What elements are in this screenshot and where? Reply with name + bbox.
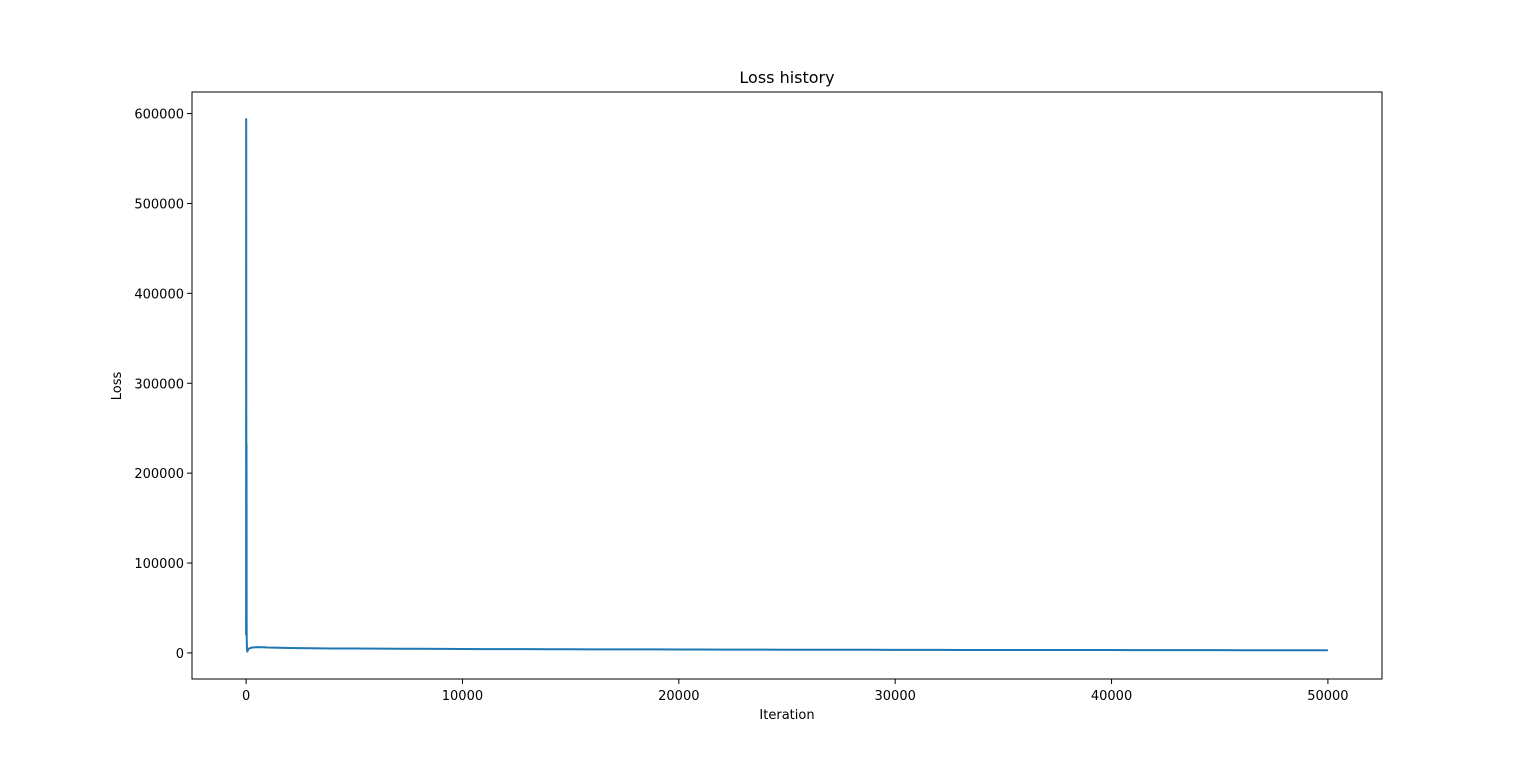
x-tick-label: 30000 (875, 689, 916, 704)
x-tick-label: 0 (242, 689, 250, 704)
y-tick-label: 500000 (134, 197, 184, 212)
series-layer (245, 117, 1328, 653)
y-tick-label: 600000 (134, 108, 184, 123)
y-tick-label: 200000 (134, 467, 184, 482)
x-tick-label: 50000 (1307, 689, 1348, 704)
loss-series-line (245, 117, 1328, 653)
y-tick-label: 100000 (134, 557, 184, 572)
y-axis-label: Loss (110, 372, 125, 401)
y-tick-label: 0 (176, 647, 184, 662)
x-tick-label: 40000 (1091, 689, 1132, 704)
x-axis-ticks: 0 10000 20000 30000 40000 50000 (242, 679, 1349, 704)
y-tick-label: 400000 (134, 287, 184, 302)
chart-title: Loss history (739, 68, 834, 87)
y-tick-label: 300000 (134, 377, 184, 392)
x-axis-label: Iteration (759, 708, 814, 723)
y-axis-ticks: 0 100000 200000 300000 400000 500000 600000 (134, 108, 192, 662)
x-tick-label: 20000 (658, 689, 699, 704)
plot-frame (191, 91, 1383, 680)
plot-area (191, 91, 1383, 680)
x-tick-label: 10000 (442, 689, 483, 704)
